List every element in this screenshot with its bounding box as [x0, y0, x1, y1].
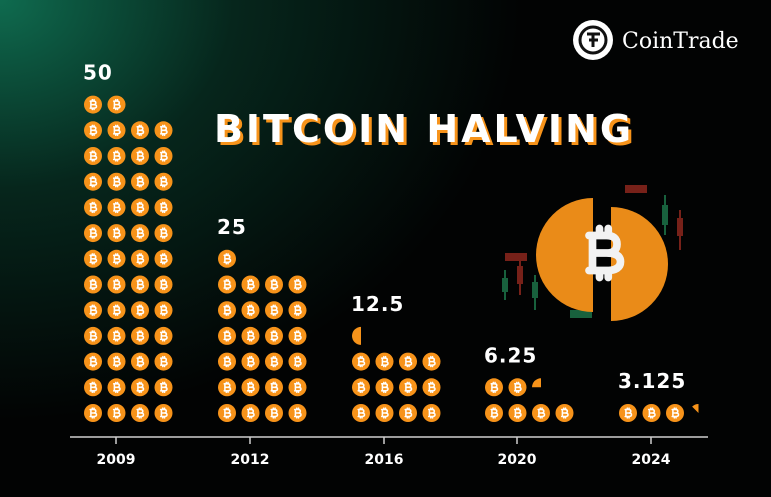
coin-stack — [619, 404, 699, 422]
coin-stack — [485, 378, 574, 422]
x-tick-label: 2024 — [632, 452, 671, 468]
chart-title: BITCOIN HALVING — [214, 107, 634, 151]
coin-stack — [352, 326, 441, 422]
coin-stack — [84, 95, 173, 422]
x-tick-label: 2009 — [97, 452, 136, 468]
coin-fraction — [532, 378, 541, 388]
coin-stack — [218, 249, 307, 422]
value-label: 50 — [83, 61, 113, 85]
x-tick-label: 2016 — [365, 452, 404, 468]
split-coin-illustration — [502, 185, 683, 321]
value-label: 12.5 — [351, 292, 404, 316]
coin-fraction — [352, 326, 361, 345]
brand-name: CoinTrade — [622, 29, 739, 54]
x-tick-label: 2020 — [498, 452, 537, 468]
value-label: 25 — [217, 215, 247, 239]
value-label: 6.25 — [484, 343, 537, 367]
title-shadow: BITCOIN HALVING — [217, 110, 637, 154]
logo: CoinTrade — [573, 20, 739, 60]
value-label: 3.125 — [618, 369, 686, 393]
x-tick-label: 2012 — [231, 452, 270, 468]
coin-fraction — [692, 404, 699, 413]
